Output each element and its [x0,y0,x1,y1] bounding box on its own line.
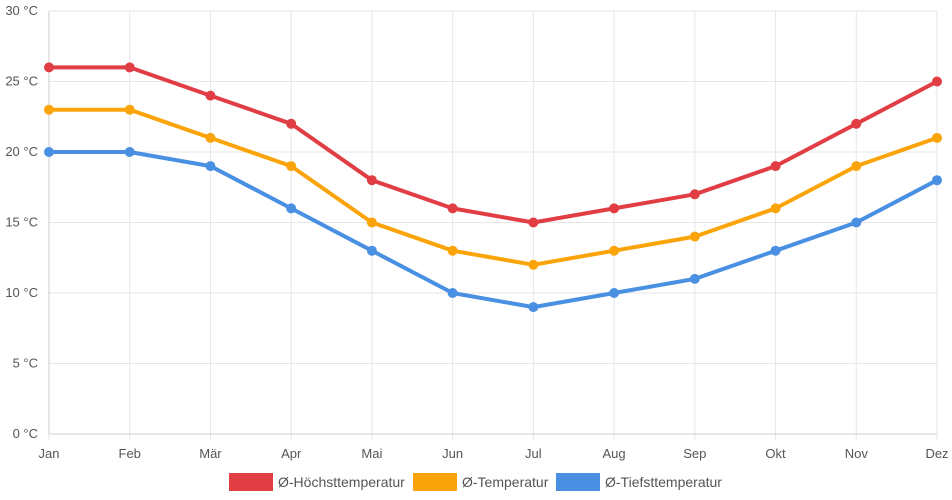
x-tick-label: Mär [199,446,222,461]
data-point[interactable] [44,147,54,157]
data-point[interactable] [44,62,54,73]
legend-label: Ø-Tiefsttemperatur [605,474,722,490]
x-tick-label: Jul [525,446,542,461]
series-1 [44,62,942,228]
data-point[interactable] [689,273,700,284]
data-point[interactable] [689,189,700,200]
legend-label: Ø-Temperatur [462,474,549,490]
data-point[interactable] [932,175,942,186]
data-point[interactable] [770,161,781,172]
x-tick-label: Okt [765,446,786,461]
data-point[interactable] [851,118,862,129]
data-point[interactable] [124,104,135,115]
y-tick-label: 20 °C [5,144,38,159]
data-point[interactable] [366,217,377,228]
y-tick-label: 15 °C [5,215,38,230]
y-tick-label: 10 °C [5,285,38,300]
series-3 [44,147,942,313]
data-point[interactable] [770,203,781,214]
data-point[interactable] [124,147,135,157]
x-tick-label: Jun [442,446,463,461]
series-2 [44,104,942,270]
data-point[interactable] [528,302,539,313]
x-tick-label: Dez [925,446,948,461]
grid [48,10,938,440]
data-point[interactable] [851,217,862,228]
legend[interactable]: Ø-Höchsttemperatur Ø-Temperatur Ø-Tiefstte… [229,473,722,491]
data-point[interactable] [286,203,297,214]
legend-item-1[interactable]: Ø-Höchsttemperatur [229,473,405,491]
legend-swatch [413,473,457,491]
data-point[interactable] [447,288,458,298]
data-point[interactable] [528,259,539,270]
data-point[interactable] [286,118,297,129]
data-point[interactable] [366,245,377,256]
data-point[interactable] [447,203,458,214]
series-line [47,65,939,225]
data-point[interactable] [689,231,700,242]
x-tick-label: Feb [119,446,141,461]
data-point[interactable] [366,175,377,186]
data-point[interactable] [932,76,942,87]
data-point[interactable] [44,104,54,115]
x-tick-label: Mai [361,446,382,461]
data-point[interactable] [528,217,539,228]
data-point[interactable] [205,132,216,143]
legend-item-3[interactable]: Ø-Tiefsttemperatur [556,473,722,491]
data-point[interactable] [609,245,620,256]
series-layer [44,62,942,313]
legend-item-2[interactable]: Ø-Temperatur [413,473,549,491]
axes: 0 °C 5 °C 10 °C 15 °C 20 °C 25 °C 30 °C Jan Feb M… [5,3,948,461]
legend-label: Ø-Höchsttemperatur [278,474,405,490]
data-point[interactable] [286,161,297,172]
data-point[interactable] [447,245,458,256]
series-line [47,150,939,310]
y-tick-label: 30 °C [5,3,38,18]
data-point[interactable] [124,62,135,73]
legend-swatch [229,473,273,491]
data-point[interactable] [609,203,620,214]
data-point[interactable] [932,132,942,143]
x-tick-label: Sep [683,446,706,461]
data-point[interactable] [851,161,862,172]
x-tick-label: Aug [603,446,626,461]
y-tick-label: 5 °C [13,356,38,371]
x-tick-label: Jan [39,446,60,461]
series-line [47,107,939,267]
y-tick-label: 25 °C [5,74,38,89]
y-tick-label: 0 °C [13,426,38,441]
x-tick-label: Nov [845,446,869,461]
data-point[interactable] [205,161,216,172]
legend-swatch [556,473,600,491]
data-point[interactable] [205,90,216,101]
x-tick-label: Apr [281,446,302,461]
data-point[interactable] [609,288,620,298]
data-point[interactable] [770,245,781,256]
